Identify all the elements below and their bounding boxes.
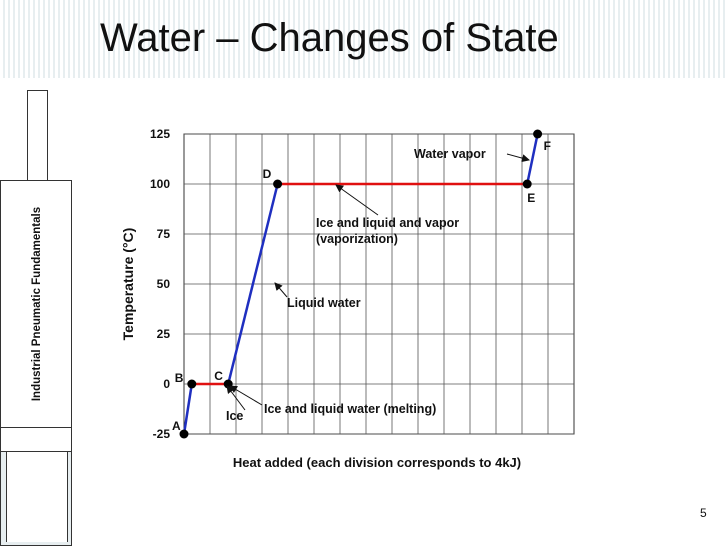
annotation-liquid-arrow [274,282,288,298]
annotation-ice: Ice [226,409,243,423]
point-label-A: A [172,419,181,433]
annotation-vaporization-line-1: (vaporization) [316,232,398,246]
point-E [522,179,532,189]
point-F [533,129,543,139]
y-tick-label: 25 [157,327,171,341]
annotation-liquid: Liquid water [287,296,361,310]
y-tick-label: 0 [163,377,170,391]
page-number: 5 [700,506,707,520]
y-tick-label: 100 [150,177,170,191]
point-label-E: E [527,191,535,205]
cylinder-tank-graphic [0,452,72,546]
y-tick-label: 75 [157,227,171,241]
annotation-vapor-arrow [506,153,530,163]
header-stripes [0,0,728,78]
annotation-melting-arrow [229,385,263,406]
segment-CD [226,183,279,385]
segment-AB [182,383,194,435]
annotation-melting: Ice and liquid water (melting) [264,402,436,416]
cylinder-tank-inner [6,452,68,542]
y-tick-label: 125 [150,127,170,141]
slide-title: Water – Changes of State [100,16,559,60]
annotation-vapor: Water vapor [414,147,486,161]
point-D [273,179,283,189]
point-label-F: F [544,139,551,153]
y-axis-label: Temperature (°C) [120,228,136,341]
point-label-C: C [214,369,223,383]
annotation-vaporization: Ice and liquid and vapor [316,216,459,230]
cylinder-rod-graphic [27,90,48,181]
segment-EF [525,133,539,185]
header-band [0,0,728,90]
point-label-D: D [263,167,272,181]
y-tick-label: 50 [157,277,171,291]
point-A [179,429,189,439]
point-label-B: B [175,371,184,385]
cylinder-body-graphic [0,180,72,428]
annotation-vaporization-arrow [335,184,379,216]
point-B [187,379,197,389]
cylinder-band-graphic [0,428,72,452]
y-tick-label: -25 [153,427,171,441]
x-axis-label: Heat added (each division corresponds to… [233,455,521,470]
